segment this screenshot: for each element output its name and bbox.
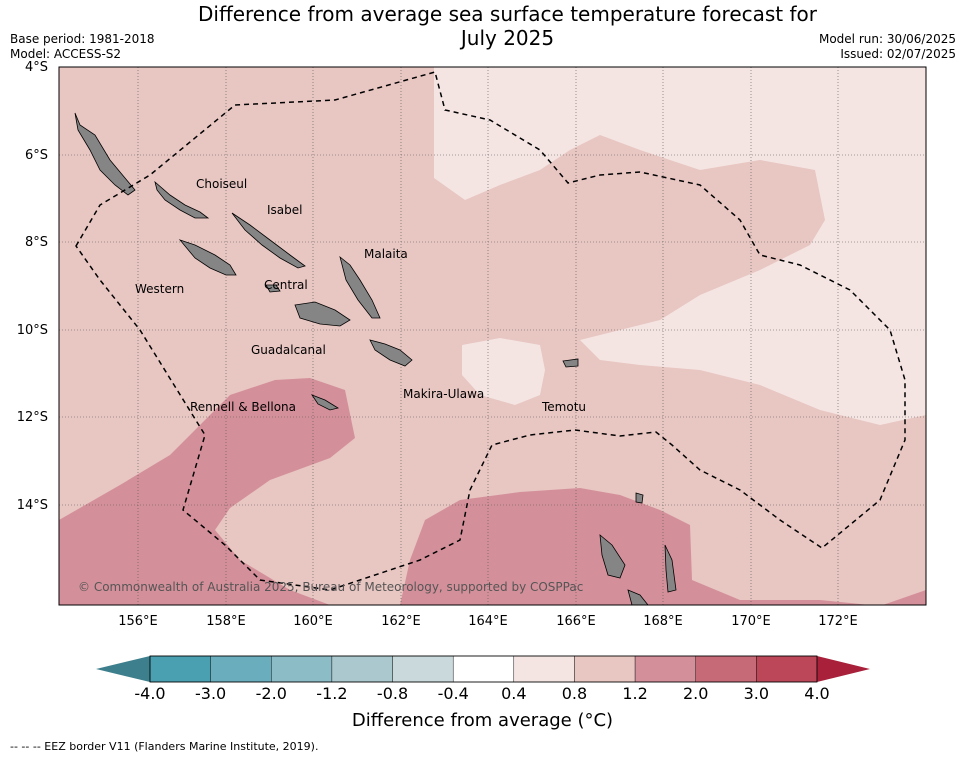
colorbar-tick-11: 4.0: [804, 684, 830, 703]
lon-label-160e: 160°E: [293, 614, 333, 629]
colorbar-cell-5: [452, 655, 515, 683]
legend-footer: -- -- -- EEZ border V11 (Flanders Marine…: [10, 740, 319, 753]
base-period: Base period: 1981-2018: [10, 32, 155, 46]
colorbar-tick-6: 0.4: [501, 684, 527, 703]
colorbar-cell-3: [331, 655, 393, 683]
eez-solomon-islands: [75, 71, 906, 591]
province-isabel: Isabel: [267, 203, 303, 217]
island-santa-cruz: [562, 358, 579, 368]
title-line1: Difference from average sea surface temp…: [197, 2, 817, 26]
colorbar-tick-3: -1.2: [316, 684, 348, 703]
copyright-text: © Commonwealth of Australia 2025, Bureau…: [78, 580, 584, 594]
model-run: Model run: 30/06/2025: [818, 32, 956, 46]
island-vanuatu-central: [627, 589, 649, 605]
land-masses: [74, 112, 677, 605]
lat-label-4s: 4°S: [24, 60, 48, 75]
map-frame: [58, 66, 927, 606]
lat-label-6s: 6°S: [24, 148, 48, 163]
colorbar-tick-5: -0.4: [437, 684, 469, 703]
lon-label-164e: 164°E: [468, 614, 508, 629]
anomaly-band-1-2-2-0-west: [59, 378, 355, 605]
anomaly-band-0-4-0-8-patch: [462, 338, 545, 405]
colorbar-tick-0: -4.0: [134, 684, 166, 703]
lat-label-8s: 8°S: [24, 235, 48, 250]
province-malaita: Malaita: [364, 247, 408, 261]
lon-label-168e: 168°E: [643, 614, 683, 629]
province-central: Central: [264, 278, 308, 292]
colorbar-cell-9: [695, 655, 757, 683]
anomaly-band-1-2-2-0-south: [400, 488, 926, 605]
colorbar-cells: [149, 655, 818, 683]
lon-label-166e: 166°E: [556, 614, 596, 629]
colorbar-tick-1: -3.0: [195, 684, 227, 703]
island-new-georgia: [178, 239, 237, 276]
lon-label-172e: 172°E: [818, 614, 858, 629]
island-central: [265, 284, 281, 293]
colorbar-cell-2: [271, 655, 333, 683]
colorbar-cell-10: [756, 655, 818, 683]
island-choiseul-west: [74, 112, 136, 196]
island-isabel: [231, 212, 306, 269]
issued-date: Issued: 02/07/2025: [840, 47, 956, 61]
island-choiseul: [154, 180, 210, 219]
colorbar-extend-low: [96, 656, 150, 682]
lat-label-14s: 14°S: [16, 498, 48, 513]
island-makira: [369, 339, 413, 367]
meta-right: Model run: 30/06/2025 Issued: 02/07/2025: [819, 32, 956, 62]
province-guadalcanal: Guadalcanal: [251, 343, 326, 357]
colorbar-title: Difference from average (°C): [351, 710, 614, 731]
colorbar-tick-4: -0.8: [376, 684, 409, 703]
anomaly-band-0-4-0-8-north: [434, 67, 926, 425]
province-choiseul: Choiseul: [196, 177, 248, 191]
lon-label-156e: 156°E: [118, 614, 158, 629]
eez-border: [75, 71, 906, 591]
island-guadalcanal: [294, 301, 351, 327]
lat-label-12s: 12°S: [16, 410, 48, 425]
colorbar-tick-10: 3.0: [743, 684, 770, 703]
colorbar-cell-8: [634, 655, 696, 683]
colorbar-cell-0: [149, 655, 211, 683]
province-temotu: Temotu: [542, 400, 587, 414]
island-banks: [635, 492, 644, 504]
colorbar-cell-6: [513, 655, 575, 683]
lon-label-162e: 162°E: [381, 614, 421, 629]
province-makira-ulawa: Makira-Ulawa: [403, 387, 485, 401]
sst-field: [59, 67, 926, 605]
colorbar-tick-9: 2.0: [682, 684, 709, 703]
island-malaita: [339, 255, 381, 319]
island-vanuatu-north: [599, 534, 626, 579]
colorbar-frame: [149, 655, 818, 683]
island-rennell: [310, 394, 340, 411]
lon-label-170e: 170°E: [731, 614, 771, 629]
title-line2: July 2025: [460, 26, 555, 50]
island-vanuatu-east: [664, 544, 677, 593]
colorbar: [96, 655, 870, 683]
meta-left: Base period: 1981-2018 Model: ACCESS-S2: [10, 32, 155, 62]
colorbar-tick-7: 0.8: [561, 684, 588, 703]
province-rennell-bellona: Rennell & Bellona: [190, 400, 297, 414]
colorbar-cell-1: [210, 655, 272, 683]
colorbar-cell-4: [392, 655, 454, 683]
colorbar-cell-7: [574, 655, 636, 683]
map-title: Difference from average sea surface temp…: [160, 2, 855, 50]
colorbar-tick-2: -2.0: [255, 684, 287, 703]
lon-label-158e: 158°E: [206, 614, 246, 629]
colorbar-tick-8: 1.2: [622, 684, 648, 703]
model-name: Model: ACCESS-S2: [10, 47, 122, 61]
colorbar-extend-high: [817, 656, 870, 682]
province-western: Western: [135, 282, 185, 296]
lat-label-10s: 10°S: [16, 323, 48, 338]
